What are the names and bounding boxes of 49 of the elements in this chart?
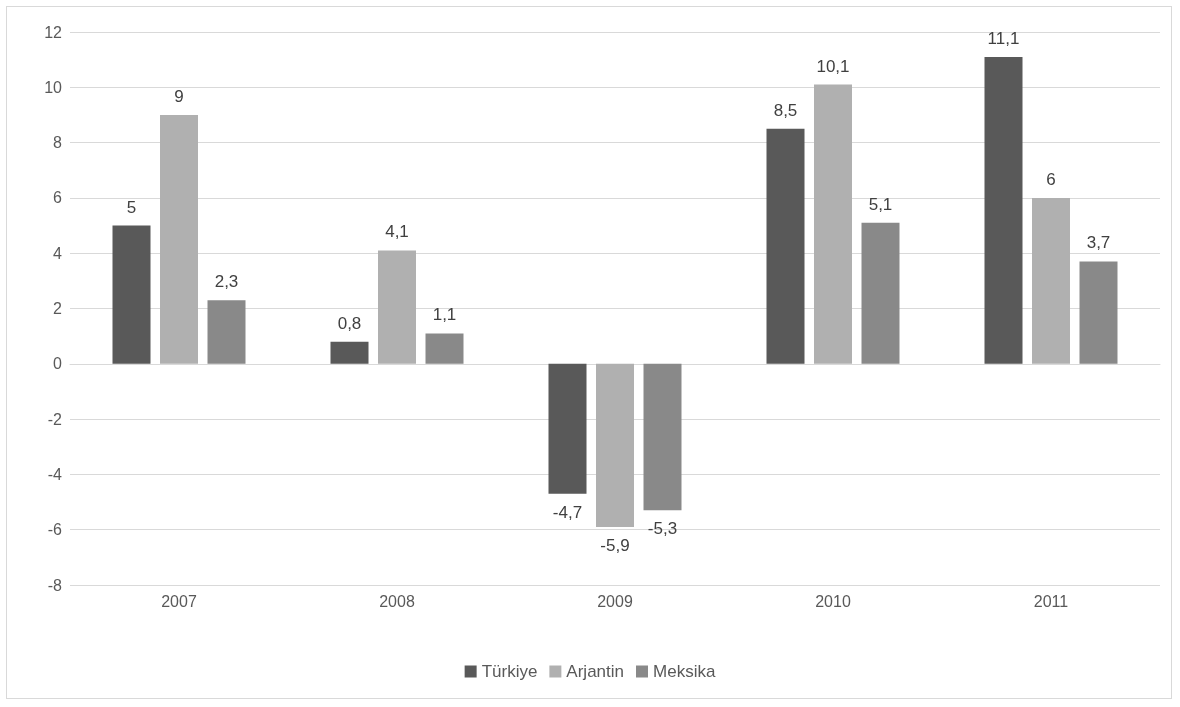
bar	[766, 128, 805, 364]
data-label: -4,7	[552, 502, 583, 522]
y-tick-label: 4	[53, 244, 63, 262]
y-tick-label: -8	[47, 576, 63, 594]
bar	[861, 222, 900, 364]
bar	[207, 300, 246, 364]
data-label: 8,5	[773, 100, 798, 120]
bar	[160, 114, 198, 364]
bar	[330, 341, 369, 364]
bar	[596, 363, 634, 527]
legend-label: Meksika	[653, 662, 716, 681]
data-label: 11,1	[987, 28, 1020, 48]
data-label: 5	[126, 197, 137, 217]
bar	[425, 333, 464, 364]
bar	[1032, 197, 1070, 364]
data-label: 9	[174, 86, 184, 106]
y-tick-label: -4	[47, 465, 63, 483]
y-tick-label: 8	[53, 134, 63, 152]
data-label: 5,1	[868, 194, 893, 214]
y-tick-label: 12	[44, 23, 63, 41]
x-tick-label: 2011	[1033, 592, 1069, 610]
x-tick-label: 2009	[597, 592, 633, 610]
legend-label: Türkiye	[481, 662, 538, 681]
legend-label: Arjantin	[566, 662, 625, 681]
x-tick-label: 2007	[161, 592, 197, 610]
y-tick-label: 6	[53, 189, 63, 207]
data-label: 2,3	[214, 272, 239, 292]
bar	[548, 363, 587, 494]
y-tick-label: 2	[53, 300, 63, 317]
x-tick-label: 2008	[379, 592, 415, 610]
bar	[1079, 261, 1118, 364]
data-label: 4,1	[385, 222, 409, 242]
bar	[643, 363, 682, 511]
bar	[378, 250, 416, 364]
data-label: 1,1	[432, 305, 457, 325]
y-tick-label: -2	[47, 410, 63, 428]
data-label: 0,8	[337, 313, 362, 333]
x-tick-label: 2010	[815, 592, 851, 610]
data-label: -5,3	[647, 519, 678, 539]
bar	[814, 84, 852, 364]
data-label: 3,7	[1086, 233, 1111, 253]
data-label: 10,1	[816, 56, 850, 76]
y-tick-label: 0	[53, 355, 63, 373]
data-label: 6	[1046, 169, 1056, 189]
bar	[112, 225, 151, 364]
data-label: -5,9	[600, 535, 630, 555]
y-tick-label: 10	[44, 78, 63, 96]
bar	[984, 56, 1023, 364]
y-tick-label: -6	[47, 521, 63, 539]
